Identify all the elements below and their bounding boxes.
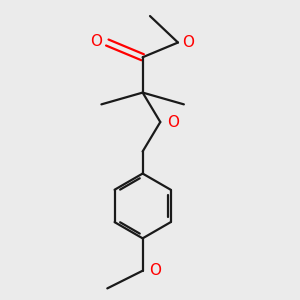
Text: O: O (149, 263, 161, 278)
Text: O: O (167, 115, 179, 130)
Text: O: O (182, 35, 194, 50)
Text: O: O (90, 34, 102, 49)
